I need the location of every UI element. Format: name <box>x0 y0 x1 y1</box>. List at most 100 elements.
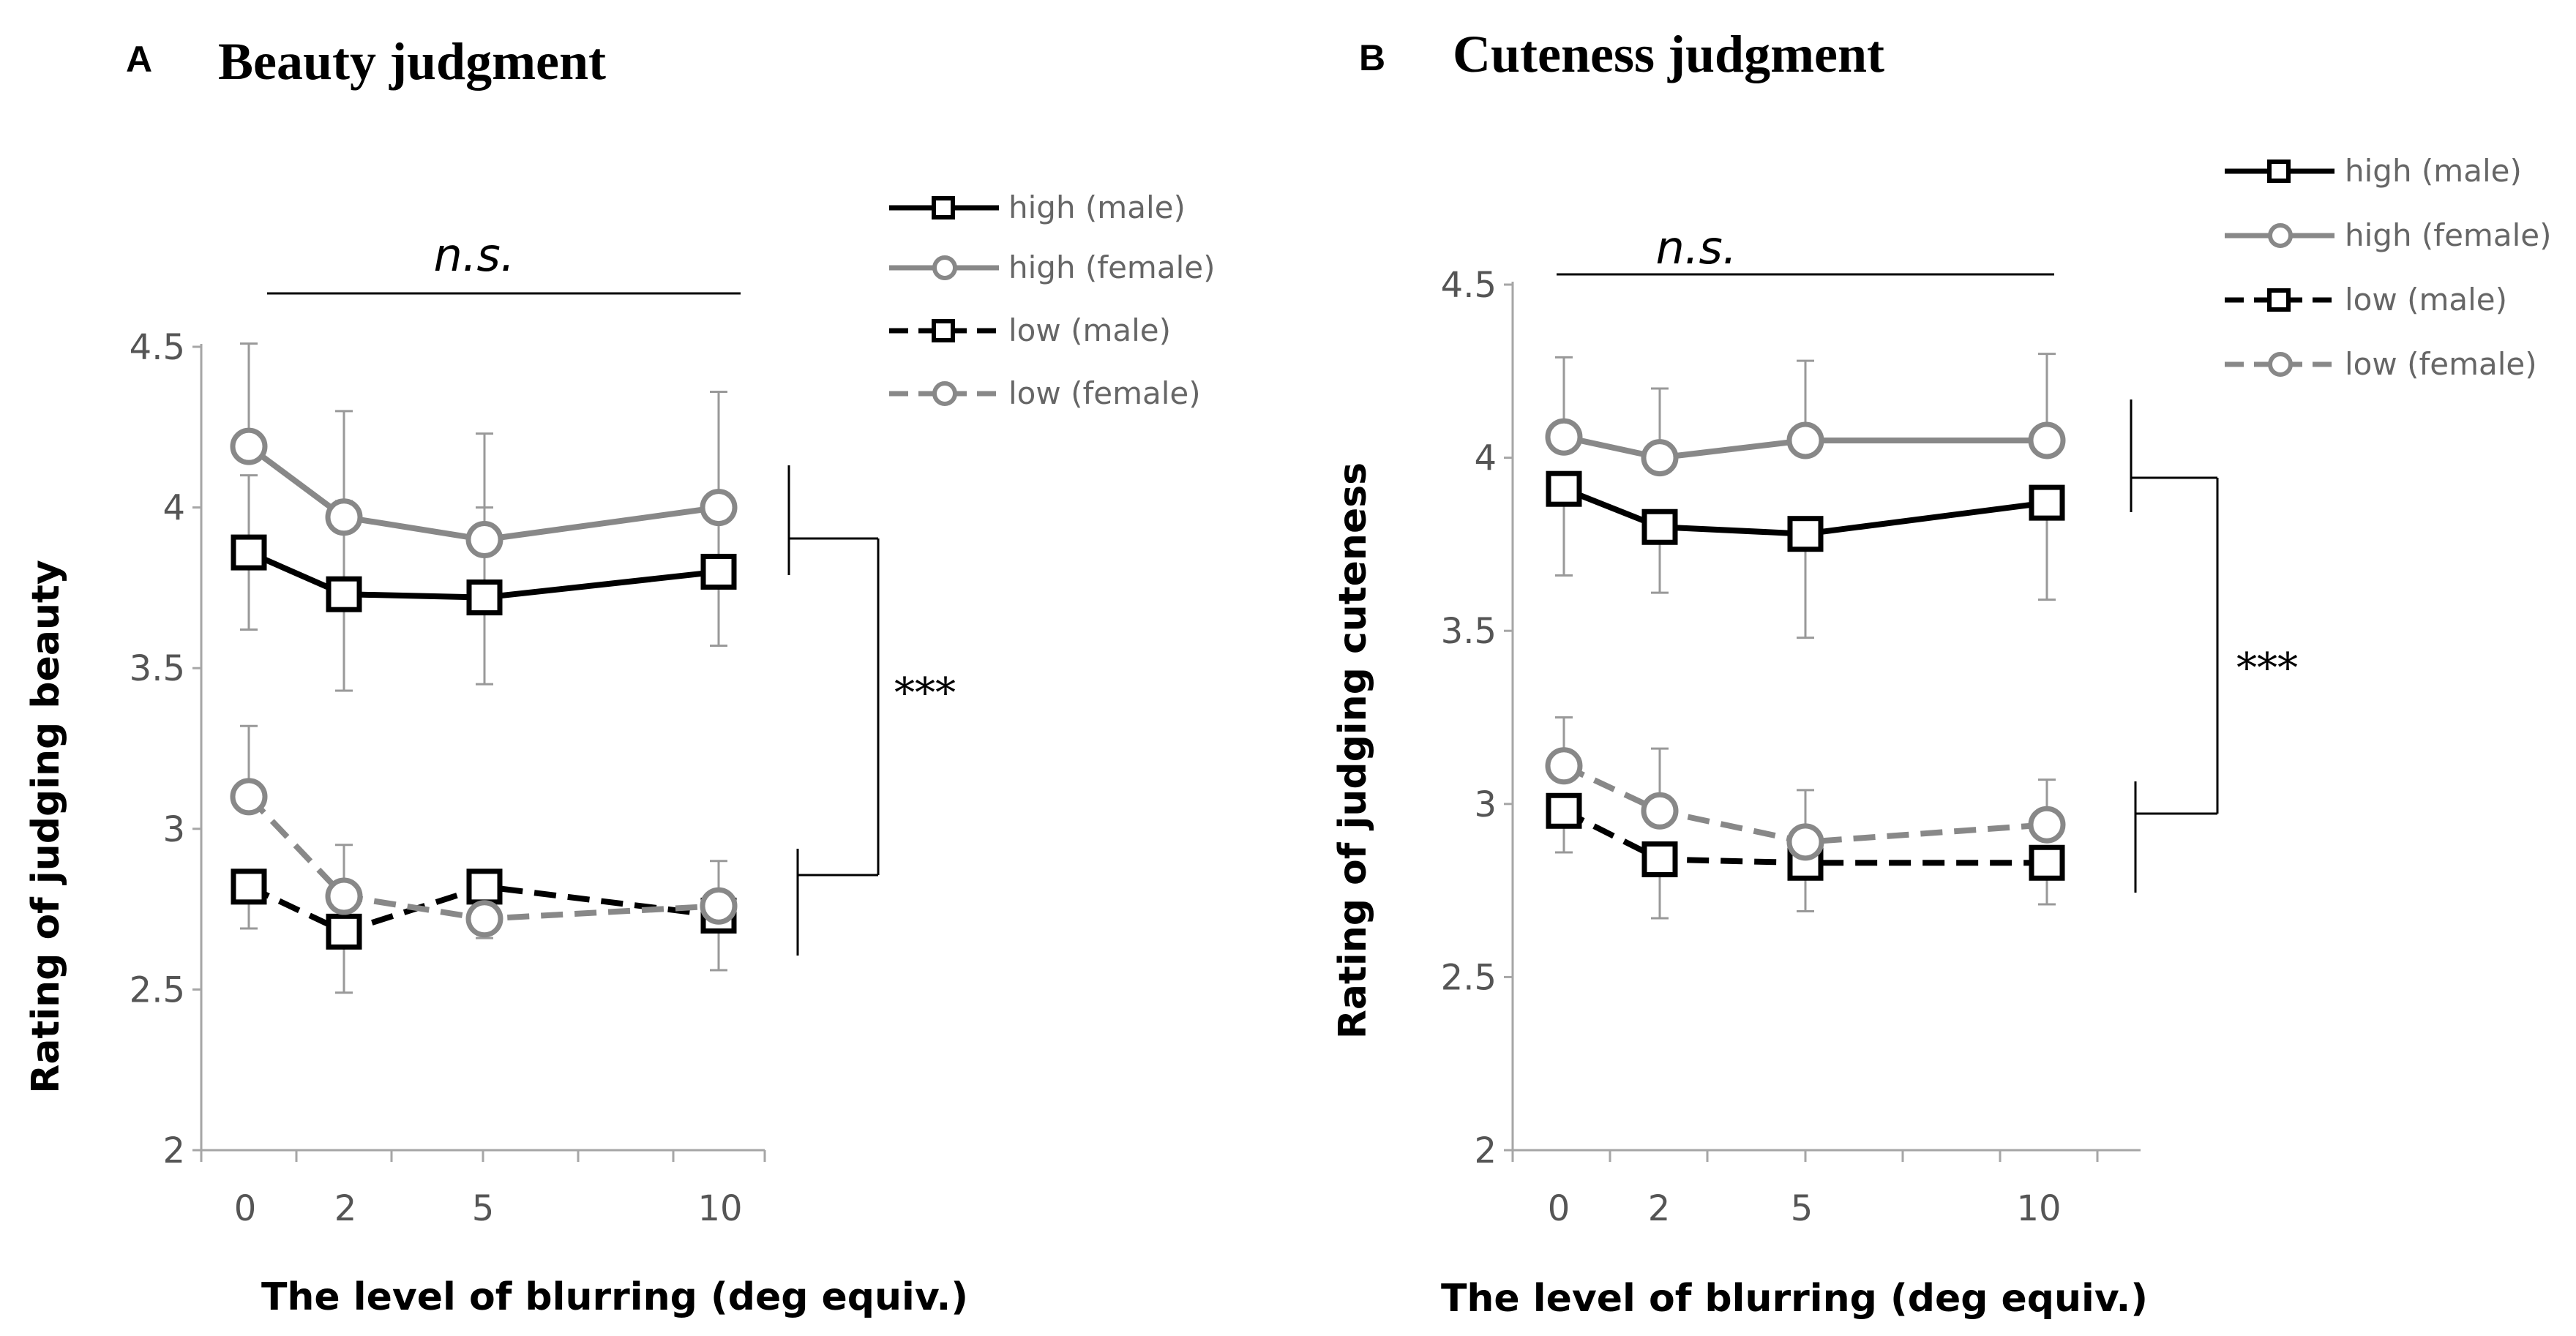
data-point-square <box>1641 508 1678 545</box>
x-tick-label: 10 <box>2016 1188 2061 1229</box>
panel-b-ylabel: Rating of judging cuteness <box>1331 462 1375 1039</box>
data-point-square <box>1641 841 1678 878</box>
x-tick-label: 5 <box>1791 1188 1813 1229</box>
data-point-square <box>231 534 267 571</box>
legend-b-low-male: low (male) <box>2225 282 2507 318</box>
x-tick-label: 2 <box>334 1188 357 1229</box>
series-line-3 <box>1562 808 2047 866</box>
legend-circle-marker <box>2268 223 2293 248</box>
legend-a-label-3: low (male) <box>1008 312 1171 348</box>
legend-a-low-male: low (male) <box>889 312 1171 348</box>
data-point-circle <box>700 887 738 925</box>
legend-a-high-female: high (female) <box>889 249 1215 285</box>
legend-a-label-2: high (female) <box>1008 249 1215 285</box>
panel-b-letter: B <box>1359 37 1385 78</box>
legend-square-marker <box>932 196 955 219</box>
legend-a-high-male: high (male) <box>889 189 1186 225</box>
y-tick-label: 3 <box>162 809 185 850</box>
data-point-circle <box>1641 792 1679 830</box>
data-point-circle <box>230 427 268 465</box>
y-tick-label: 2.5 <box>1441 957 1497 998</box>
series-line-2 <box>1563 434 2047 461</box>
data-point-square <box>231 868 267 905</box>
panel-a-sig-label: *** <box>894 669 956 717</box>
panel-a-legend: high (male) high (female) low (male) low… <box>889 189 1215 411</box>
panel-b-legend: high (male) high (female) low (male) low… <box>2225 153 2551 382</box>
legend-circle-marker <box>2268 352 2293 377</box>
legend-circle-marker <box>932 381 957 406</box>
panel-b-sig-bracket <box>2130 399 2219 893</box>
y-tick-label: 4.5 <box>130 327 185 368</box>
data-point-circle <box>325 498 363 536</box>
legend-b-label-4: low (female) <box>2345 346 2537 382</box>
legend-a-label-1: high (male) <box>1008 189 1186 225</box>
data-point-square <box>1546 470 1582 507</box>
panel-b-xlabel: The level of blurring (deg equiv.) <box>1441 1277 2148 1321</box>
data-point-circle <box>1545 418 1583 456</box>
series-line-4 <box>247 795 719 922</box>
y-tick-label: 3.5 <box>130 648 185 689</box>
legend-square-marker <box>2267 288 2291 312</box>
y-tick-label: 2 <box>162 1130 185 1171</box>
y-tick-label: 3.5 <box>1441 611 1497 652</box>
legend-a-low-female: low (female) <box>889 375 1201 411</box>
panel-a-sig-bracket <box>787 465 880 956</box>
data-point-circle <box>1786 421 1824 459</box>
legend-square-marker <box>2267 160 2291 183</box>
data-point-circle <box>700 489 738 527</box>
series-line-1 <box>247 549 719 601</box>
panel-a-plot: 2 2.5 3 3.5 4 4.5 0 2 5 10 <box>130 327 766 1229</box>
series-line-1 <box>1562 486 2048 537</box>
panel-a-xlabel: The level of blurring (deg equiv.) <box>261 1275 968 1319</box>
data-point-square <box>326 913 362 950</box>
legend-circle-marker <box>932 255 957 280</box>
data-point-square <box>1787 516 1824 552</box>
data-point-square <box>700 553 737 590</box>
legend-b-label-1: high (male) <box>2345 153 2522 189</box>
y-tick-label: 4 <box>162 488 185 529</box>
data-point-square <box>2029 844 2065 881</box>
panel-b-title: Cuteness judgment <box>1453 25 1884 83</box>
legend-b-label-2: high (female) <box>2345 217 2551 253</box>
y-tick-label: 2.5 <box>130 969 185 1010</box>
legend-square-marker <box>932 319 955 342</box>
data-point-square <box>1546 792 1582 829</box>
data-point-square <box>326 576 362 612</box>
legend-b-high-female: high (female) <box>2225 217 2551 253</box>
data-point-circle <box>465 521 503 559</box>
legend-a-label-4: low (female) <box>1008 375 1201 411</box>
panel-a-ylabel: Rating of judging beauty <box>24 560 68 1093</box>
data-point-circle <box>2028 421 2066 459</box>
series-line-4 <box>1562 763 2048 845</box>
panel-b-ns-label: n.s. <box>1655 221 1737 274</box>
legend-b-high-male: high (male) <box>2225 153 2522 189</box>
y-tick-label: 3 <box>1474 784 1497 825</box>
legend-b-low-female: low (female) <box>2225 346 2537 382</box>
panel-b-sig-label: *** <box>2236 645 2298 692</box>
series-line-2 <box>247 443 719 543</box>
y-tick-label: 2 <box>1474 1130 1497 1171</box>
data-point-circle <box>1545 747 1583 785</box>
y-tick-label: 4 <box>1474 438 1497 479</box>
x-tick-label: 5 <box>472 1188 495 1229</box>
panel-a-title: Beauty judgment <box>218 32 606 91</box>
data-point-circle <box>1786 823 1824 861</box>
data-point-circle <box>1641 439 1679 477</box>
panel-b-plot: 2 2.5 3 3.5 4 4.5 0 2 5 10 <box>1441 265 2141 1229</box>
x-tick-label: 10 <box>697 1188 742 1229</box>
panel-a-ns-label: n.s. <box>433 228 514 282</box>
x-tick-label: 0 <box>234 1188 257 1229</box>
data-point-square <box>466 579 503 616</box>
data-point-circle <box>230 778 268 816</box>
data-point-square <box>466 868 503 905</box>
data-point-square <box>2029 484 2065 521</box>
data-point-circle <box>2028 806 2066 844</box>
data-point-circle <box>465 900 503 938</box>
panel-a-letter: A <box>126 39 152 80</box>
x-tick-label: 2 <box>1648 1188 1671 1229</box>
y-tick-label: 4.5 <box>1441 265 1497 306</box>
data-point-circle <box>325 877 363 915</box>
legend-b-label-3: low (male) <box>2345 282 2507 318</box>
x-tick-label: 0 <box>1548 1188 1570 1229</box>
